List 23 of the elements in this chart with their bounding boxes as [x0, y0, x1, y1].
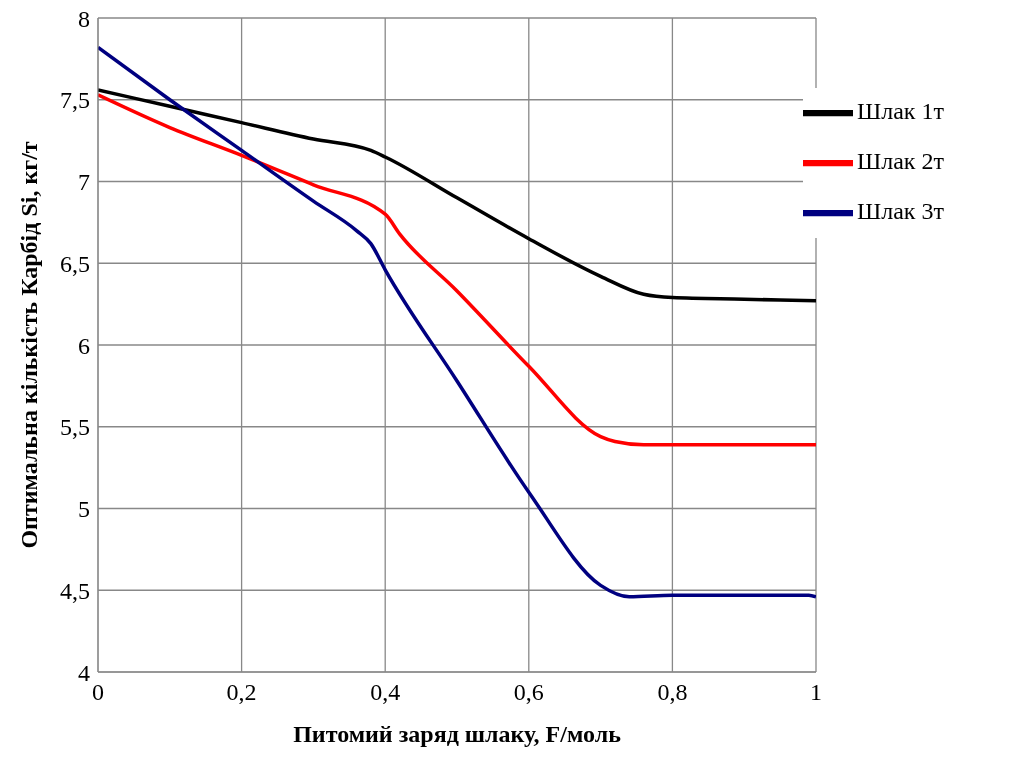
x-tick-label: 0,6: [513, 679, 544, 705]
x-tick-label: 0,2: [226, 679, 257, 705]
legend-label: Шлак 3т: [857, 197, 944, 224]
y-tick-label: 6,5: [60, 250, 90, 277]
legend-label: Шлак 2т: [857, 147, 944, 174]
y-tick-label: 4: [78, 659, 90, 686]
x-tick-label: 0: [92, 679, 104, 705]
x-tick-label: 0,4: [370, 679, 401, 705]
x-axis-title: Питомий заряд шлаку, F/моль: [293, 721, 622, 747]
legend-label: Шлак 1т: [857, 97, 944, 124]
y-tick-label: 7,5: [60, 87, 90, 114]
y-tick-label: 4,5: [60, 577, 90, 604]
line-series: [98, 45, 816, 599]
y-tick-label: 8: [78, 5, 90, 32]
y-tick-label: 7: [78, 169, 90, 196]
y-tick-label: 5: [78, 496, 90, 523]
y-tick-label: 5,5: [60, 414, 90, 441]
line-series: [98, 93, 816, 447]
line-series: [98, 88, 816, 303]
x-tick-label: 1: [810, 679, 822, 705]
y-axis-title: Оптимальна кількість Карбід Si, кг/т: [15, 141, 42, 549]
y-tick-label: 6: [78, 332, 90, 359]
x-tick-label: 0,8: [657, 679, 688, 705]
